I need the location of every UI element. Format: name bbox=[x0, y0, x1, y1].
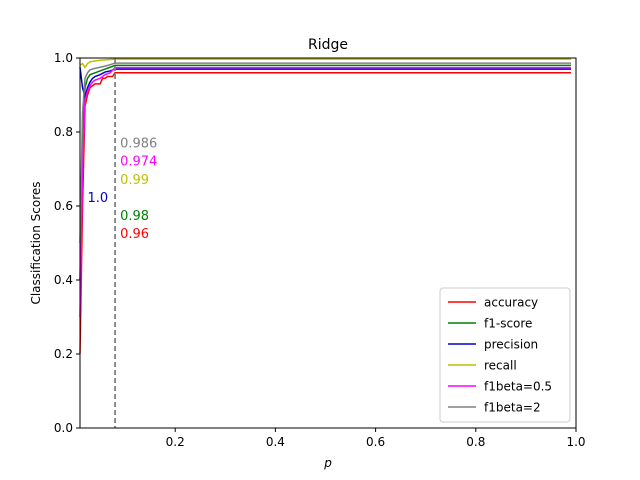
series-line-1 bbox=[79, 64, 571, 281]
x-tick-label-0: 0.2 bbox=[166, 435, 185, 449]
x-tick-label-3: 0.8 bbox=[466, 435, 485, 449]
x-tick-label-2: 0.6 bbox=[366, 435, 385, 449]
legend-label-1: f1-score bbox=[484, 317, 532, 331]
series-line-2 bbox=[79, 67, 571, 100]
annotation-3: 1.0 bbox=[88, 191, 109, 206]
annotation-0: 0.986 bbox=[120, 137, 157, 152]
y-tick-label-2: 0.4 bbox=[54, 273, 73, 287]
series-line-4 bbox=[79, 66, 571, 318]
x-tick-label-4: 1.0 bbox=[566, 435, 585, 449]
series-line-0 bbox=[79, 72, 571, 355]
y-axis: 0.0 0.2 0.4 0.6 0.8 1.0 bbox=[54, 51, 80, 435]
legend-box bbox=[439, 287, 571, 423]
annotation-5: 0.96 bbox=[120, 227, 149, 242]
legend: accuracy f1-score precision recall f1beta=0.… bbox=[439, 287, 571, 423]
legend-label-0: accuracy bbox=[484, 296, 538, 310]
annotation-2: 0.99 bbox=[120, 173, 149, 188]
y-tick-label-1: 0.2 bbox=[54, 347, 73, 361]
x-tick-label-1: 0.4 bbox=[266, 435, 285, 449]
y-axis-label: Classification Scores bbox=[29, 181, 43, 304]
legend-label-5: f1beta=2 bbox=[484, 401, 541, 415]
legend-label-3: recall bbox=[484, 359, 517, 373]
series-line-3 bbox=[79, 58, 571, 69]
y-tick-label-4: 0.8 bbox=[54, 125, 73, 139]
series-line-5 bbox=[79, 62, 571, 244]
annotation-4: 0.98 bbox=[120, 209, 149, 224]
y-tick-label-3: 0.6 bbox=[54, 199, 73, 213]
y-tick-label-0: 0.0 bbox=[54, 421, 73, 435]
x-axis-label: p bbox=[323, 456, 332, 470]
legend-label-4: f1beta=0.5 bbox=[484, 380, 552, 394]
x-axis: 0.2 0.4 0.6 0.8 1.0 bbox=[166, 428, 586, 449]
annotation-1: 0.974 bbox=[120, 155, 157, 170]
chart-title: Ridge bbox=[308, 37, 348, 53]
annotation-layer: 0.986 0.974 0.99 1.0 0.98 0.96 bbox=[88, 137, 158, 243]
plot-frame bbox=[79, 57, 577, 429]
legend-label-2: precision bbox=[484, 338, 538, 352]
plot-lines bbox=[79, 58, 571, 355]
y-tick-label-5: 1.0 bbox=[54, 51, 73, 65]
